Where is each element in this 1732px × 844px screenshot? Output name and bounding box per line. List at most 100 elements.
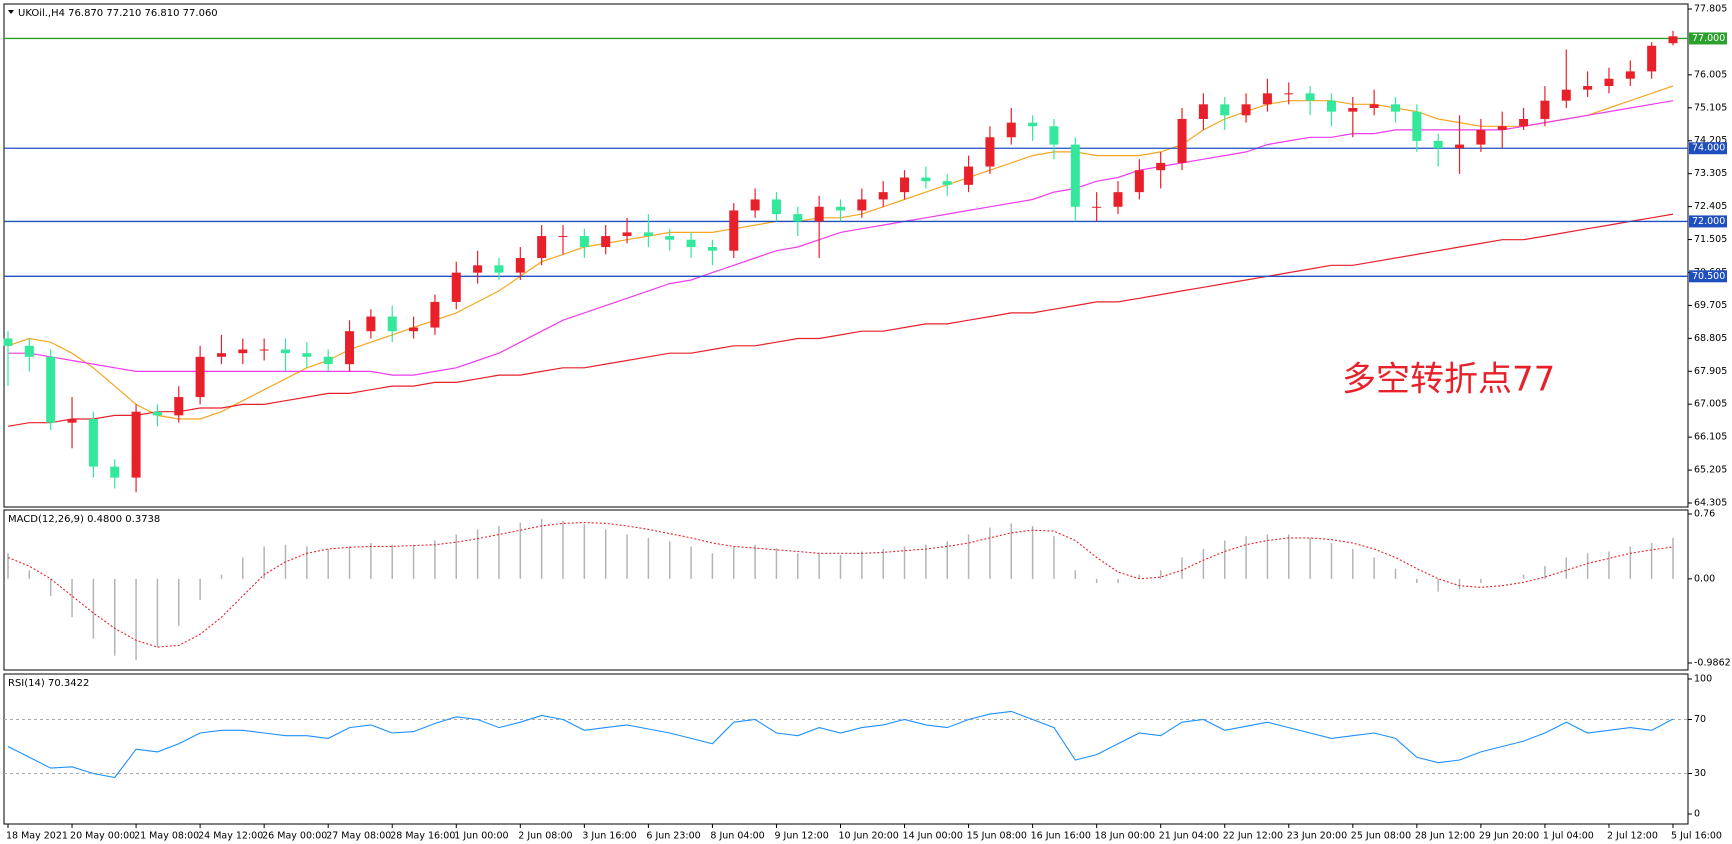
candle-body	[1348, 107, 1358, 112]
candle-body	[1540, 100, 1550, 119]
candle-body	[707, 247, 717, 251]
candle-body	[1220, 104, 1230, 116]
level-label: 70.500	[1692, 271, 1725, 282]
y-tick-label: -0.9862	[1694, 658, 1731, 669]
y-tick-label: 67.905	[1694, 366, 1727, 377]
level-label: 72.000	[1692, 216, 1725, 227]
candle-body	[1647, 45, 1657, 72]
level-label: 77.000	[1692, 33, 1725, 44]
candle-body	[46, 356, 56, 423]
candle-body	[3, 338, 13, 346]
y-tick-label: 65.205	[1694, 465, 1727, 476]
moving-average-line	[7, 213, 1674, 427]
x-tick-label: 29 Jun 20:00	[1479, 831, 1539, 842]
candle-body	[1326, 100, 1336, 112]
panel-frame	[3, 509, 1689, 671]
menu-arrow	[8, 10, 14, 14]
candle-body	[643, 232, 653, 237]
candle-body	[1369, 104, 1379, 108]
candle-body	[1006, 122, 1016, 138]
candle-body	[1412, 111, 1422, 141]
candle-body	[238, 349, 248, 354]
x-tick-label: 25 Jun 08:00	[1351, 831, 1411, 842]
macd-signal-line	[7, 521, 1674, 648]
x-tick-label: 24 May 12:00	[198, 831, 263, 842]
y-tick-label: 0	[1694, 809, 1700, 820]
candle-body	[814, 206, 824, 222]
y-tick-label: 73.305	[1694, 168, 1727, 179]
candle-body	[1625, 71, 1635, 79]
y-tick-label: 70	[1694, 714, 1706, 725]
candle-body	[1668, 36, 1678, 44]
candle-body	[409, 327, 419, 332]
x-tick-label: 21 Jun 04:00	[1159, 831, 1219, 842]
candle-body	[1583, 86, 1593, 90]
x-tick-label: 2 Jul 12:00	[1607, 831, 1658, 842]
x-tick-label: 15 Jun 08:00	[967, 831, 1027, 842]
candle-body	[1028, 122, 1038, 127]
x-tick-label: 1 Jul 04:00	[1543, 831, 1594, 842]
panel-title: MACD(12,26,9) 0.4800 0.3738	[8, 514, 160, 525]
moving-average-line	[8, 100, 1674, 376]
candle-body	[622, 232, 632, 237]
candle-body	[601, 236, 611, 248]
candle-body	[174, 397, 184, 416]
candle-body	[1391, 104, 1400, 112]
candle-body	[579, 236, 589, 248]
candle-body	[857, 199, 867, 211]
candle-body	[345, 331, 355, 365]
candle-body	[537, 236, 547, 259]
x-tick-label: 28 May 16:00	[390, 831, 455, 842]
candle-body	[451, 272, 461, 302]
candle-body	[750, 199, 760, 211]
x-tick-label: 8 Jun 04:00	[710, 831, 764, 842]
panel-title: RSI(14) 70.3422	[8, 678, 89, 689]
panel-frame	[3, 673, 1689, 825]
x-tick-label: 27 May 08:00	[326, 831, 391, 842]
candle-body	[1455, 144, 1465, 149]
candle-body	[216, 353, 226, 357]
x-tick-label: 14 Jun 00:00	[903, 831, 963, 842]
candle-body	[110, 466, 120, 478]
level-label-box	[1689, 142, 1727, 155]
candle-body	[1305, 93, 1315, 101]
candle-body	[323, 356, 333, 365]
x-tick-label: 21 May 08:00	[134, 831, 199, 842]
candle-body	[1113, 192, 1123, 207]
x-tick-label: 18 Jun 00:00	[1095, 831, 1155, 842]
candle-body	[152, 411, 162, 416]
y-tick-label: 75.105	[1694, 102, 1727, 113]
candle-body	[1241, 104, 1251, 116]
x-tick-label: 10 Jun 20:00	[839, 831, 899, 842]
candle-body	[1177, 118, 1187, 163]
candle-body	[558, 236, 568, 238]
candle-body	[387, 316, 397, 332]
level-label-box	[1689, 270, 1727, 283]
candle-body	[24, 345, 34, 357]
candle-body	[195, 356, 205, 398]
x-tick-label: 26 May 00:00	[262, 831, 327, 842]
candle-body	[1156, 162, 1166, 171]
candle-body	[259, 349, 269, 351]
candle-body	[473, 265, 483, 273]
candle-body	[131, 411, 141, 478]
annotation: 多空转折点77	[1342, 360, 1555, 400]
candle-body	[665, 236, 675, 240]
y-tick-label: 69.705	[1694, 300, 1727, 311]
rsi-line	[7, 710, 1674, 779]
candle-body	[515, 258, 525, 273]
candle-body	[302, 353, 312, 357]
x-tick-label: 6 Jun 23:00	[646, 831, 700, 842]
y-tick-label: 0.76	[1694, 509, 1715, 520]
level-label-box	[1689, 32, 1727, 45]
candle-body	[900, 177, 910, 193]
x-tick-label: 9 Jun 12:00	[774, 831, 828, 842]
candle-body	[1198, 104, 1208, 119]
y-tick-label: 66.105	[1694, 432, 1727, 443]
candle-body	[366, 316, 376, 332]
x-tick-label: 16 Jun 16:00	[1031, 831, 1091, 842]
candle-body	[88, 419, 98, 467]
candle-body	[836, 206, 845, 211]
y-tick-label: 30	[1694, 768, 1706, 779]
